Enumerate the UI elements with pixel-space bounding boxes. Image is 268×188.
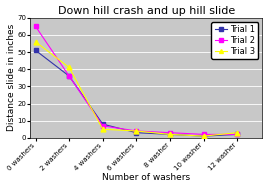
Trial 1 — [168, 133, 172, 136]
Trial 1 — [202, 135, 205, 137]
Trial 2 — [101, 125, 104, 127]
Trial 3 — [236, 132, 239, 134]
Trial 3 — [135, 130, 138, 132]
Trial 3 — [168, 133, 172, 136]
Line: Trial 1: Trial 1 — [34, 48, 239, 138]
Trial 1 — [68, 75, 71, 77]
Trial 2 — [34, 25, 37, 27]
Trial 1 — [34, 49, 37, 52]
Trial 1 — [135, 132, 138, 134]
Trial 2 — [202, 133, 205, 136]
Line: Trial 3: Trial 3 — [33, 39, 240, 139]
Trial 2 — [68, 75, 71, 77]
Trial 3 — [101, 128, 104, 130]
Trial 1 — [236, 133, 239, 136]
Trial 3 — [68, 66, 71, 69]
Trial 2 — [236, 133, 239, 136]
Trial 3 — [34, 41, 37, 43]
Legend: Trial 1, Trial 2, Trial 3: Trial 1, Trial 2, Trial 3 — [211, 22, 258, 59]
Trial 2 — [168, 132, 172, 134]
Title: Down hill crash and up hill slide: Down hill crash and up hill slide — [58, 6, 235, 16]
Trial 1 — [101, 123, 104, 125]
Line: Trial 2: Trial 2 — [34, 24, 239, 136]
X-axis label: Number of washers: Number of washers — [102, 174, 191, 182]
Trial 3 — [202, 135, 205, 137]
Y-axis label: Distance slide in inches: Distance slide in inches — [7, 24, 16, 131]
Trial 2 — [135, 130, 138, 132]
